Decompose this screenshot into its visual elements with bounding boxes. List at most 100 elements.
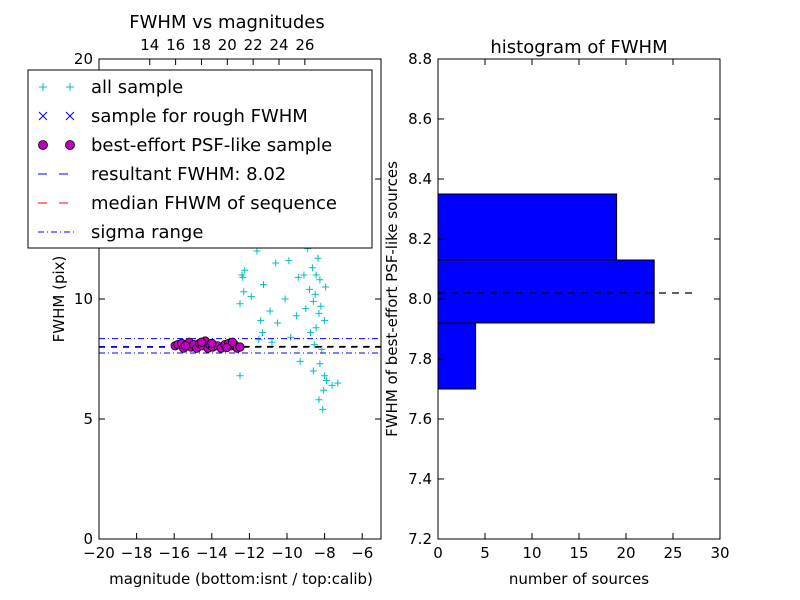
histogram-x-tick-label: 0	[433, 544, 443, 562]
legend-box	[27, 69, 373, 249]
histogram-y-axis-ticks: 7.2 7.4 7.6 7.8 8.0 8.2 8.4 8.6 8.8	[408, 50, 720, 548]
x-tick-label: −18	[121, 544, 153, 562]
all-sample-point	[322, 377, 330, 385]
all-sample-point	[319, 405, 327, 413]
all-sample-point	[292, 312, 300, 320]
x-tick-label: −10	[271, 544, 303, 562]
histogram-y-tick-label: 8.4	[408, 170, 432, 188]
top-x-tick-label: 24	[269, 36, 288, 54]
histogram-bar	[437, 322, 477, 390]
scatter-plot-area	[99, 69, 381, 413]
x-tick-label: −14	[196, 544, 228, 562]
chart-title: FWHM vs magnitudes	[129, 12, 324, 33]
legend-circle-marker	[38, 140, 48, 150]
histogram-y-tick-label: 8.6	[408, 110, 432, 128]
all-sample-point	[294, 273, 302, 281]
top-x-tick-label: 16	[166, 36, 185, 54]
y-tick-label: 0	[83, 530, 93, 548]
all-sample-point	[320, 386, 328, 394]
x-tick-label: −16	[158, 544, 190, 562]
best-effort-point	[227, 337, 238, 347]
all-sample-point	[311, 290, 319, 298]
histogram-x-tick-label: 10	[522, 544, 541, 562]
legend-label: resultant FWHM: 8.02	[91, 164, 286, 185]
all-sample-point	[236, 300, 244, 308]
best-effort-point	[180, 341, 191, 351]
all-sample-point	[281, 295, 289, 303]
all-sample-point	[312, 271, 320, 279]
all-sample-point	[259, 329, 267, 337]
all-sample-point	[266, 307, 274, 315]
all-sample-point	[321, 372, 329, 380]
all-sample-point	[334, 379, 342, 387]
histogram-x-tick-label: 5	[480, 544, 490, 562]
histogram-x-tick-label: 25	[663, 544, 682, 562]
legend-label: all sample	[91, 77, 183, 98]
legend-entry: all sample	[39, 77, 183, 98]
all-sample-point	[315, 309, 323, 317]
all-sample-point	[285, 257, 293, 265]
all-sample-point	[328, 381, 336, 389]
histogram-x-tick-label: 30	[710, 544, 729, 562]
legend-entry: median FHWM of sequence	[38, 193, 337, 214]
top-x-tick-label: 18	[192, 36, 211, 54]
all-sample-point	[316, 360, 324, 368]
best-effort-point	[207, 338, 217, 348]
all-sample-point	[268, 338, 276, 346]
histogram-y-tick-label: 8.8	[408, 50, 432, 68]
all-sample-point	[306, 285, 314, 293]
all-sample-point	[300, 271, 308, 279]
all-sample-point	[260, 281, 267, 289]
histogram-bar	[437, 193, 618, 261]
histogram-y-tick-label: 8.0	[408, 290, 432, 308]
all-sample-point	[310, 341, 318, 349]
all-sample-point	[296, 357, 304, 365]
histogram-x-axis-ticks: 0 5 10 15 20 25 30	[433, 59, 730, 562]
all-sample-point	[241, 266, 249, 274]
histogram-chart: histogram of FWHM 0 5 10 15 20 25 30 7.2 7.4 7.6…	[383, 37, 730, 588]
all-sample-point	[255, 336, 263, 344]
all-sample-point	[287, 333, 295, 341]
histogram-x-tick-label: 15	[569, 544, 588, 562]
all-sample-point	[322, 283, 330, 291]
all-sample-point	[317, 302, 325, 310]
histogram-x-axis-label: number of sources	[509, 570, 649, 588]
all-sample-point	[316, 276, 324, 284]
all-sample-point	[318, 345, 326, 353]
x-axis-label: magnitude (bottom:isnt / top:calib)	[109, 570, 373, 588]
histogram-y-tick-label: 7.4	[408, 470, 432, 488]
x-tick-label: −12	[234, 544, 266, 562]
histogram-y-axis-label: FWHM of best-effort PSF-like sources	[383, 161, 401, 437]
all-sample-point	[253, 247, 261, 255]
legend-circle-marker	[65, 140, 75, 150]
all-sample-point	[312, 324, 320, 332]
histogram-bar	[437, 259, 655, 324]
legend-x-marker	[38, 111, 48, 121]
y-tick-label: 5	[83, 410, 93, 428]
all-sample-point	[315, 396, 323, 404]
legend-label: sample for rough FWHM	[91, 106, 308, 127]
x-tick-label: −6	[351, 544, 373, 562]
all-sample-point	[239, 273, 247, 281]
all-sample-point	[321, 317, 329, 325]
legend-entry: sigma range	[38, 222, 203, 243]
best-effort-point	[196, 337, 207, 347]
x-axis-ticks: −20 −18 −16 −14 −12 −10 −8 −6	[83, 533, 373, 562]
legend-x-marker	[65, 111, 75, 121]
top-x-tick-label: 26	[295, 36, 314, 54]
legend-label: median FHWM of sequence	[91, 193, 337, 214]
top-x-tick-label: 14	[140, 36, 159, 54]
all-sample-point	[247, 293, 255, 301]
histogram-y-tick-label: 7.2	[408, 530, 432, 548]
all-sample-point	[257, 317, 265, 325]
scatter-chart: FWHM vs magnitudes −20 −18 −16 −14 −12 −10 −8−…	[27, 12, 382, 588]
legend-label: best-effort PSF-like sample	[91, 135, 332, 156]
all-sample-point	[309, 297, 317, 305]
legend-entry: resultant FWHM: 8.02	[38, 164, 286, 185]
best-effort-point	[222, 342, 232, 353]
legend: all sample sample for rough FWHM best-effo…	[27, 69, 373, 249]
all-sample-point	[302, 305, 310, 313]
legend-label: sigma range	[91, 222, 203, 243]
